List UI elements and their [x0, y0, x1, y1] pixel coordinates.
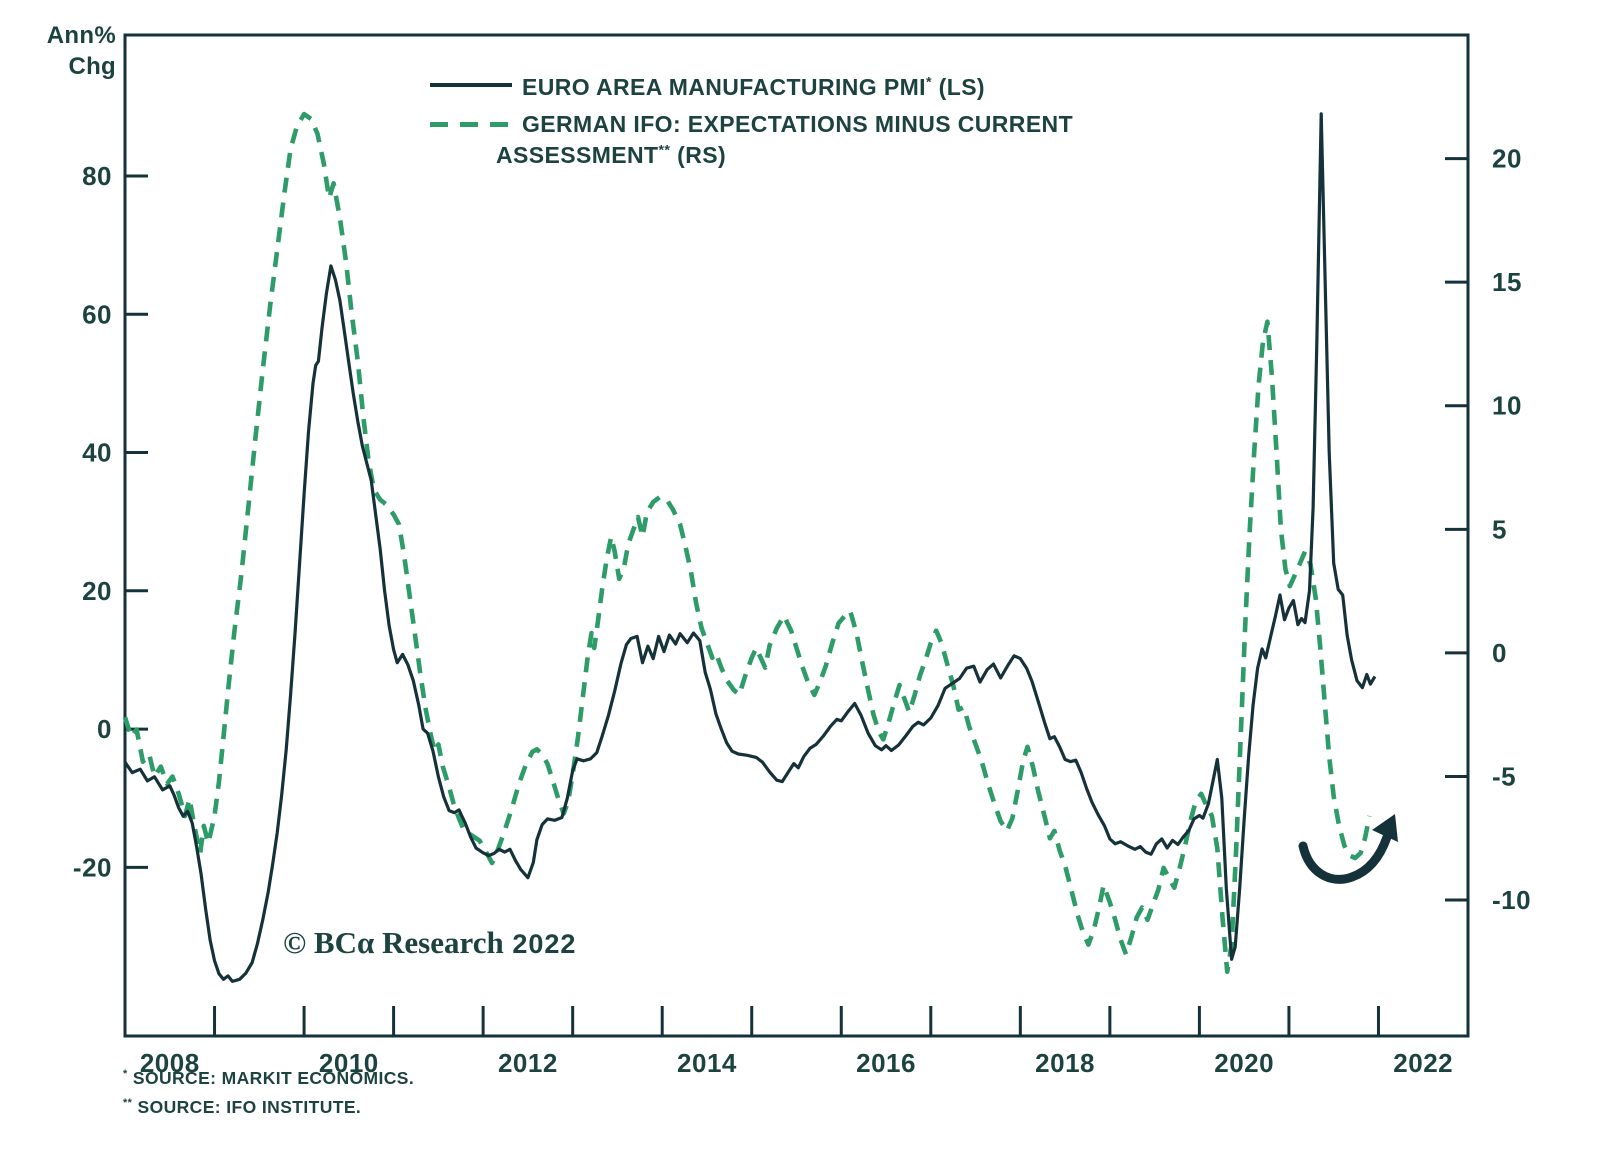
x-axis-year-label: 2020: [1214, 1048, 1274, 1078]
right-axis-tick-label: -5: [1492, 761, 1516, 791]
ifo-line: [122, 111, 1372, 974]
plot-frame: [123, 33, 1470, 1038]
legend-row-pmi: EURO AREA MANUFACTURING PMI* (LS): [430, 72, 1130, 103]
left-axis-tick-label: 40: [82, 438, 112, 468]
legend-row-ifo: GERMAN IFO: EXPECTATIONS MINUS CURRENT AS…: [430, 109, 1130, 171]
x-axis-year-label: 2008: [140, 1048, 200, 1078]
pmi-solid-line-sample-icon: [430, 83, 512, 87]
right-axis-tick-label: 20: [1492, 144, 1522, 174]
pmi-line: [123, 112, 1377, 983]
up-right-arrow-icon: [1298, 832, 1392, 884]
left-axis-tick-label: 0: [97, 714, 112, 744]
right-axis-tick-label: 10: [1492, 391, 1522, 421]
left-axis-tick-label: 80: [82, 161, 112, 191]
footnote-source-2: ** SOURCE: IFO INSTITUTE.: [123, 1097, 362, 1117]
up-right-arrow-head-icon: [1372, 814, 1398, 842]
x-axis-year-label: 2022: [1393, 1048, 1453, 1078]
right-axis-tick-label: 5: [1492, 514, 1507, 544]
footnotes: * SOURCE: MARKIT ECONOMICS. ** SOURCE: I…: [123, 1064, 414, 1122]
axis-unit-line2: Chg: [68, 53, 116, 80]
copyright-text: © BCα Research: [283, 925, 504, 960]
x-axis-year-label: 2014: [677, 1048, 737, 1078]
right-axis-tick-label: 15: [1492, 267, 1522, 297]
copyright-year: 2022: [512, 929, 577, 959]
left-axis-unit-label: Ann% Chg: [36, 20, 116, 82]
left-axis-tick-label: 60: [82, 299, 112, 329]
legend: EURO AREA MANUFACTURING PMI* (LS) GERMAN…: [430, 72, 1130, 177]
ifo-dashed-line-sample-icon: [430, 122, 512, 127]
x-axis-year-label: 2010: [319, 1048, 379, 1078]
x-axis-year-label: 2012: [498, 1048, 558, 1078]
left-axis-tick-label: -20: [73, 852, 112, 882]
legend-label-pmi: EURO AREA MANUFACTURING PMI* (LS): [522, 74, 985, 100]
copyright: © BCα Research 2022: [283, 925, 576, 961]
x-axis-year-label: 2018: [1035, 1048, 1095, 1078]
left-axis-tick-label: 20: [82, 576, 112, 606]
legend-label-ifo: GERMAN IFO: EXPECTATIONS MINUS CURRENT AS…: [496, 111, 1074, 168]
axis-unit-line1: Ann%: [46, 22, 116, 49]
right-axis-tick-label: -10: [1492, 885, 1531, 915]
right-axis-tick-label: 0: [1492, 638, 1507, 668]
footnote-source-1: * SOURCE: MARKIT ECONOMICS.: [123, 1068, 415, 1088]
x-axis-year-label: 2016: [856, 1048, 916, 1078]
